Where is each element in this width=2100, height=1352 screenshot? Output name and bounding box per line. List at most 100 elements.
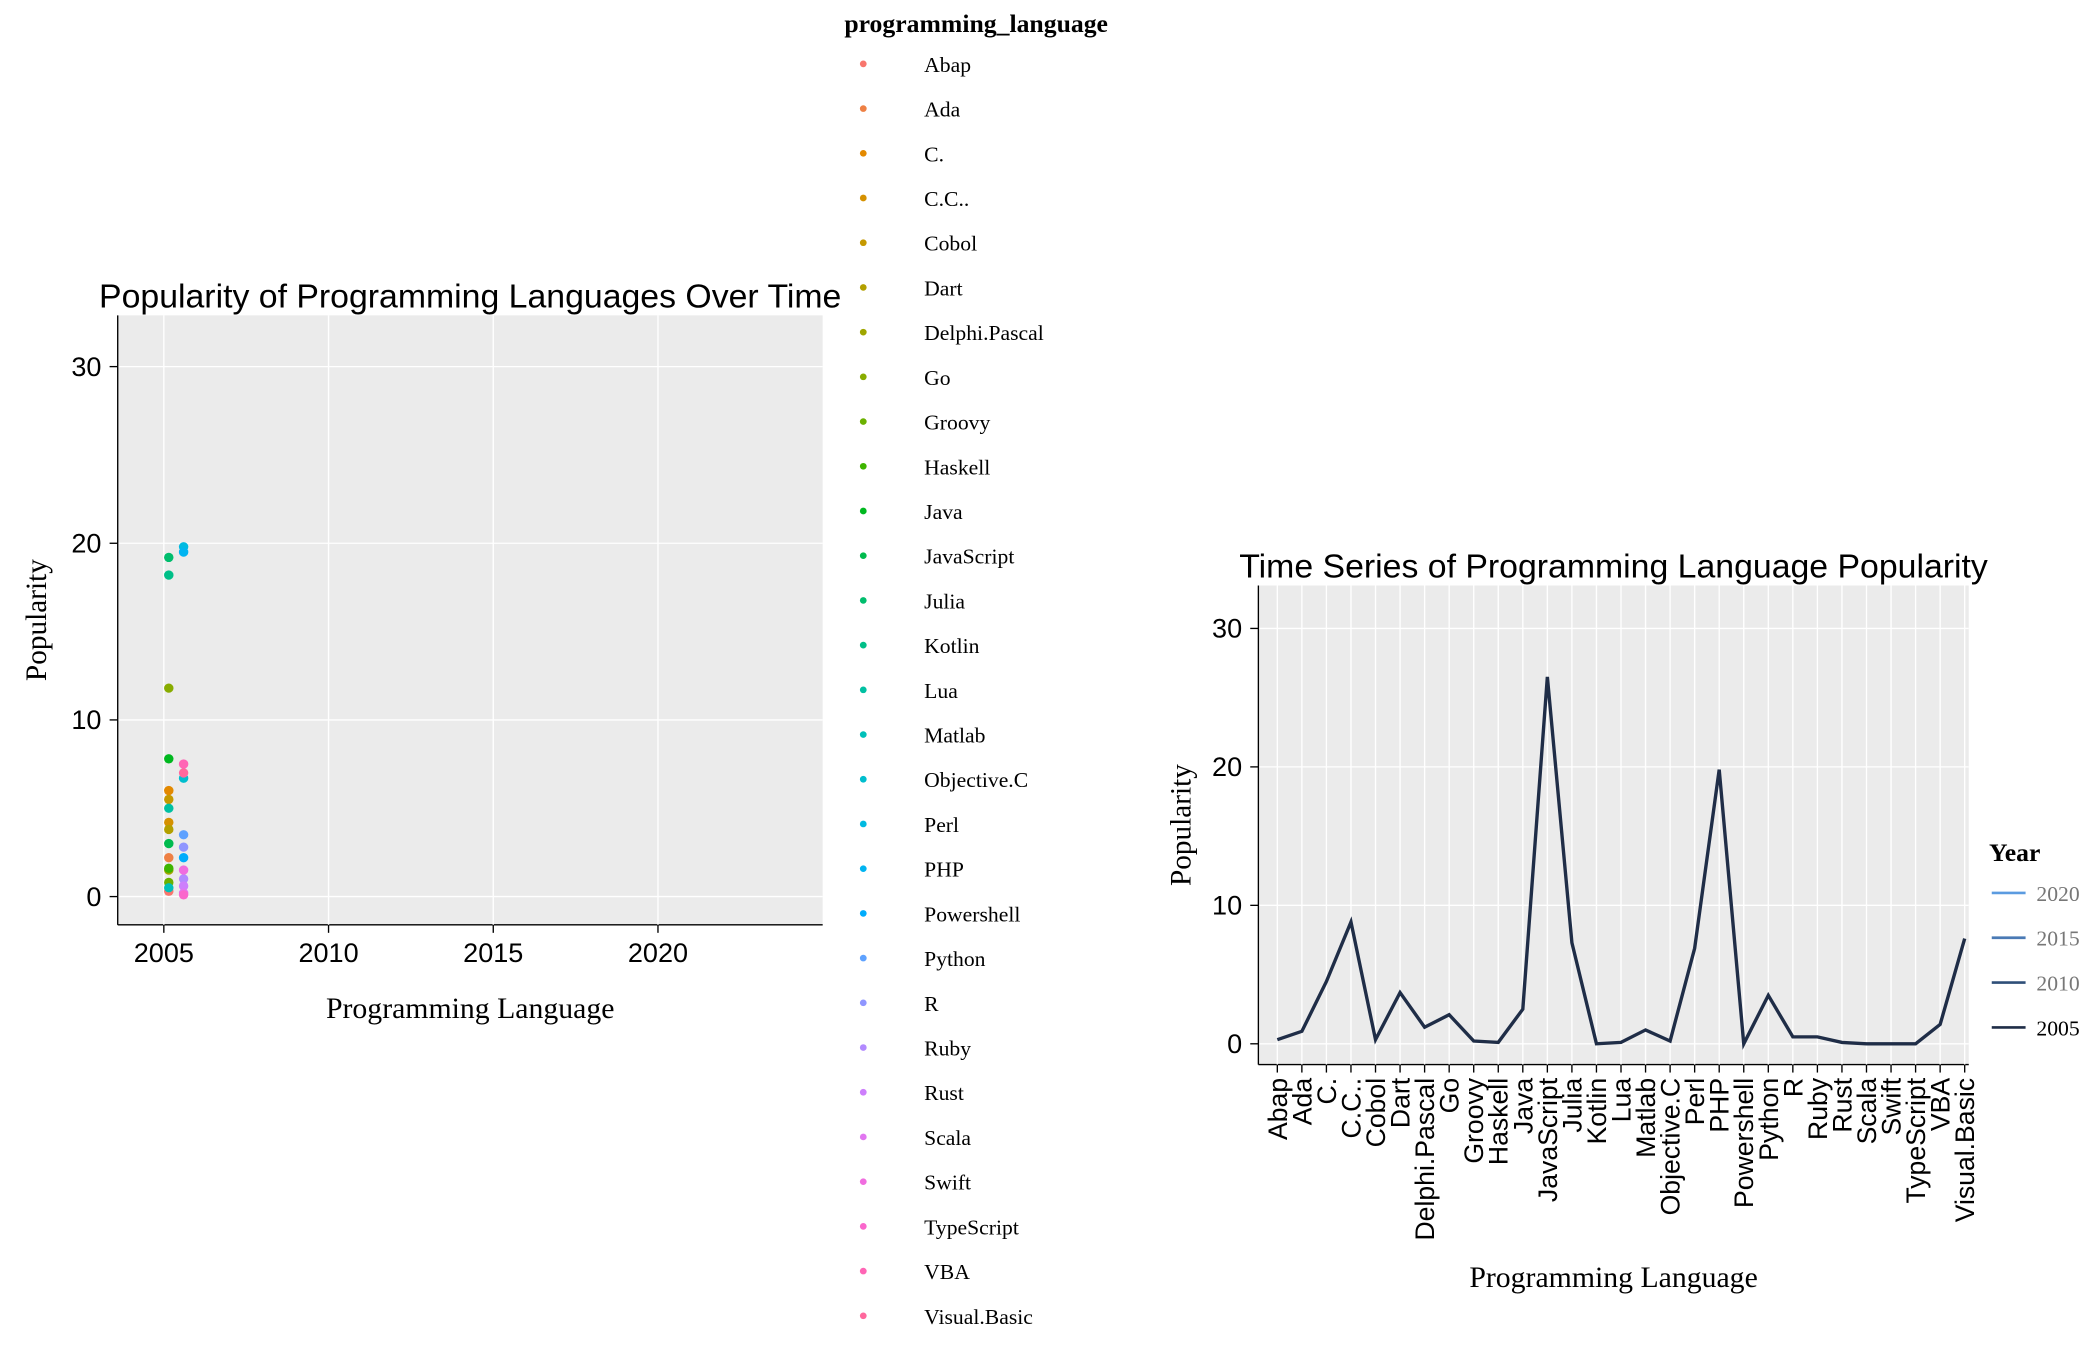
legend-label: Perl (924, 813, 959, 837)
legend-label: Objective.C (924, 768, 1028, 792)
legend-marker (859, 105, 867, 112)
point (164, 853, 174, 863)
x-tick-label: Cobol (1361, 1078, 1391, 1148)
legend-marker (859, 149, 867, 157)
point (164, 754, 174, 764)
legend-label: 2005 (2036, 1017, 2079, 1041)
point (178, 853, 189, 863)
x-tick-label: 2005 (134, 938, 194, 968)
legend-marker (859, 1088, 867, 1096)
chart-title: Time Series of Programming Language Popu… (1239, 549, 1988, 586)
point (164, 883, 174, 893)
x-tick-label: Objective.C (1655, 1078, 1685, 1216)
legend-label: Ada (924, 98, 961, 122)
legend-label: 2020 (2036, 882, 2079, 906)
y-tick-label: 30 (1212, 614, 1242, 644)
y-tick-label: 10 (1212, 891, 1242, 921)
legend-marker (859, 328, 867, 336)
legend-marker (859, 418, 867, 425)
x-tick-label: Abap (1263, 1078, 1293, 1140)
legend-label: Cobol (924, 232, 977, 256)
legend-label: Matlab (924, 724, 985, 748)
point (164, 803, 174, 813)
x-tick-label: Julia (1557, 1078, 1587, 1133)
point (178, 759, 189, 769)
x-tick-label: Go (1434, 1078, 1464, 1113)
legend-title: Year (1989, 838, 2040, 867)
legend-marker (859, 910, 867, 917)
legend-marker (859, 552, 867, 560)
point (164, 785, 174, 796)
legend-label: Swift (924, 1171, 971, 1195)
legend-marker (859, 775, 867, 783)
x-tick-label: Kotlin (1582, 1078, 1612, 1145)
legend-label: Visual.Basic (924, 1305, 1033, 1329)
x-tick-label: Ruby (1803, 1077, 1833, 1140)
legend-marker (859, 60, 867, 68)
point (164, 824, 174, 835)
y-tick-label: 20 (71, 529, 101, 559)
legend-label: Abap (924, 53, 971, 77)
point (164, 838, 174, 849)
legend-title: programming_language (844, 9, 1108, 38)
point (164, 552, 174, 563)
legend-marker (859, 865, 867, 873)
point (178, 842, 189, 852)
legend-label: Groovy (924, 411, 990, 435)
legend-label: Ruby (924, 1037, 971, 1061)
plot-background (117, 315, 823, 925)
legend-label: Lua (924, 679, 958, 703)
legend-marker (859, 462, 867, 470)
legend-label: Haskell (924, 455, 990, 479)
x-tick-label: Visual.Basic (1950, 1078, 1980, 1222)
legend-marker (859, 194, 867, 202)
point (178, 865, 189, 875)
x-tick-label: TypeScript (1901, 1077, 1931, 1203)
x-axis-label: Programming Language (1469, 1262, 1757, 1294)
x-tick-label: Powershell (1729, 1078, 1759, 1208)
legend-label: Rust (924, 1081, 964, 1105)
legend-marker (859, 1178, 867, 1185)
point (164, 683, 174, 693)
legend-label: Powershell (924, 903, 1020, 927)
y-tick-label: 20 (1212, 752, 1242, 782)
x-tick-label: Java (1508, 1078, 1538, 1134)
y-tick-label: 0 (86, 882, 101, 912)
legend-marker (859, 239, 867, 247)
legend-label: JavaScript (924, 545, 1014, 569)
legend-label: Python (924, 947, 986, 971)
legend-marker (859, 731, 867, 738)
x-tick-label: Scala (1852, 1078, 1882, 1145)
legend-label: Go (924, 366, 950, 390)
legend-label: TypeScript (924, 1216, 1019, 1240)
x-tick-label: Ada (1287, 1078, 1317, 1125)
y-axis-label: Popularity (21, 559, 53, 681)
legend-label: R (924, 992, 939, 1016)
point (178, 890, 189, 900)
y-tick-label: 0 (1227, 1029, 1242, 1059)
x-tick-label: 2010 (298, 938, 358, 968)
x-tick-label: 2015 (463, 938, 523, 968)
x-tick-label: R (1778, 1078, 1808, 1097)
legend-marker (859, 284, 867, 291)
y-tick-label: 30 (71, 352, 101, 382)
x-tick-label: Lua (1606, 1078, 1636, 1122)
legend-marker (859, 1223, 867, 1230)
legend-label: 2010 (2036, 972, 2079, 996)
plot-background (1258, 585, 1969, 1065)
chart-title: Popularity of Programming Languages Over… (99, 279, 841, 316)
y-tick-label: 10 (71, 705, 101, 735)
legend-label: VBA (924, 1260, 970, 1284)
point (178, 547, 189, 557)
x-tick-label: Perl (1680, 1078, 1710, 1125)
x-tick-label: Delphi.Pascal (1410, 1078, 1440, 1241)
point (164, 863, 174, 873)
legend-marker (859, 999, 867, 1007)
point (178, 768, 189, 778)
x-tick-label: C. (1312, 1078, 1342, 1105)
x-tick-label: Swift (1876, 1077, 1906, 1135)
x-axis-label: Programming Language (326, 993, 614, 1025)
legend-marker (859, 373, 867, 381)
point (164, 570, 174, 580)
